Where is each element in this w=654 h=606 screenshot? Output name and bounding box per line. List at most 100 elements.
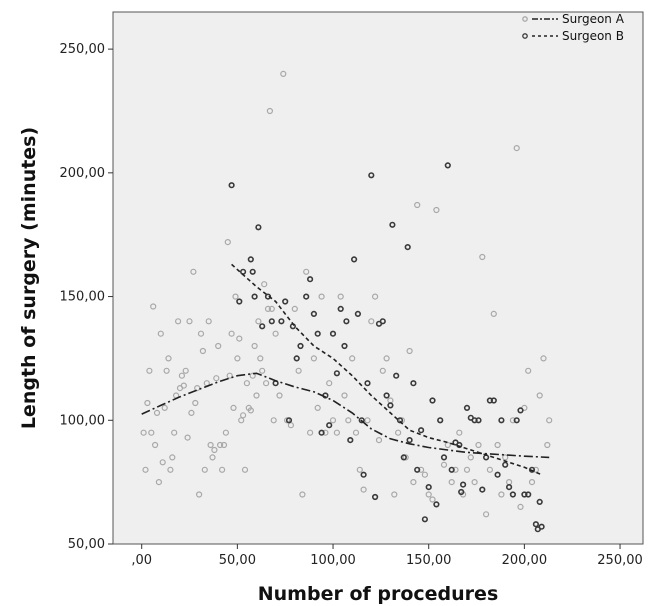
data-point [540, 355, 547, 362]
data-point [532, 466, 540, 473]
data-point [307, 429, 314, 436]
data-point [391, 491, 398, 498]
fit-line-surgeon-b [231, 263, 542, 476]
data-point [228, 330, 235, 337]
data-point [314, 404, 321, 411]
data-point [414, 466, 421, 473]
data-point [456, 441, 463, 449]
data-point [538, 523, 545, 530]
data-point [351, 256, 358, 263]
data-point [240, 412, 247, 419]
data-point [532, 521, 540, 528]
data-point [276, 392, 283, 399]
data-point [155, 479, 162, 486]
data-point [307, 276, 314, 283]
data-point [341, 392, 348, 399]
data-point [152, 441, 159, 449]
data-point [217, 441, 224, 449]
data-point [234, 355, 241, 362]
data-point [448, 479, 455, 486]
data-point [463, 404, 471, 412]
data-point [517, 407, 524, 414]
data-point [236, 335, 243, 342]
data-point [479, 486, 486, 493]
data-point [205, 318, 212, 325]
data-point [243, 380, 250, 387]
data-point [192, 399, 199, 407]
data-point [249, 268, 256, 275]
data-point [232, 293, 239, 300]
data-point [406, 347, 413, 355]
data-point [402, 454, 409, 461]
data-point [310, 310, 318, 318]
data-point [349, 355, 356, 362]
data-point [180, 382, 187, 389]
data-point [498, 491, 505, 498]
data-point [429, 496, 436, 503]
data-point [230, 404, 237, 411]
data-point [433, 501, 440, 508]
data-point [333, 370, 341, 377]
data-point [220, 441, 228, 449]
data-point [209, 454, 216, 461]
y-tick-label: 250,00 [60, 42, 106, 57]
data-point [421, 471, 428, 478]
data-point [236, 298, 243, 305]
data-point [284, 417, 291, 424]
data-point [475, 417, 482, 424]
data-point [343, 318, 350, 325]
x-tick-label: 200,00 [502, 553, 548, 568]
data-point [144, 399, 151, 407]
data-point [241, 466, 249, 473]
data-point [410, 380, 417, 387]
data-point [387, 402, 394, 409]
data-point [471, 479, 478, 486]
data-point [215, 342, 222, 350]
data-point [251, 293, 258, 300]
data-point [356, 466, 363, 473]
data-point [167, 466, 174, 473]
data-point [364, 380, 371, 387]
data-point [425, 484, 432, 491]
data-point [368, 172, 375, 179]
data-point [178, 372, 185, 379]
data-point [291, 305, 298, 312]
data-point [337, 293, 344, 300]
data-point [372, 293, 379, 300]
data-point [448, 466, 455, 473]
data-point [444, 441, 451, 449]
data-point [429, 397, 436, 404]
data-point [329, 417, 337, 424]
data-point [506, 484, 513, 491]
data-point [337, 305, 344, 313]
data-point [148, 429, 155, 436]
data-point [483, 511, 490, 518]
data-point [418, 466, 425, 473]
data-point [175, 318, 182, 325]
data-point [414, 201, 421, 209]
data-point [303, 293, 310, 300]
x-tick-label: 100,00 [310, 553, 356, 568]
data-point [257, 355, 264, 362]
data-point [268, 305, 275, 312]
data-point [383, 392, 390, 399]
data-point [372, 493, 379, 501]
data-point [253, 392, 260, 399]
data-point [410, 479, 417, 486]
data-point [184, 434, 191, 441]
data-point [251, 342, 258, 350]
data-point [295, 367, 302, 374]
y-tick-label: 100,00 [60, 413, 106, 428]
data-point [525, 367, 532, 374]
data-point [169, 454, 176, 461]
data-point [425, 491, 432, 498]
data-point [326, 380, 333, 387]
y-tick-label: 50,00 [68, 537, 105, 552]
data-point [270, 417, 277, 424]
data-point [201, 466, 208, 473]
data-point [213, 375, 220, 382]
y-tick-label: 150,00 [60, 290, 106, 305]
x-tick-label: 250,00 [597, 553, 643, 568]
data-point [513, 417, 520, 424]
